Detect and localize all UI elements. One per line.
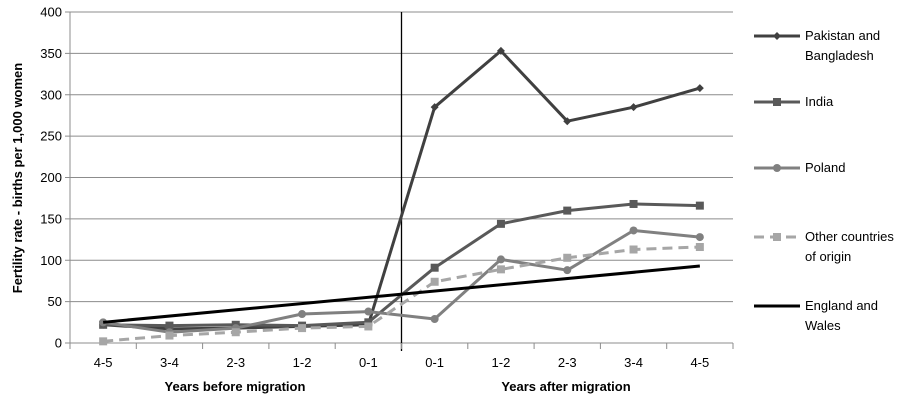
data-point-square [99,337,108,346]
data-point-circle [496,255,505,264]
data-point-square [496,265,505,274]
data-point-square [364,318,373,327]
x-tick-label: 4-5 [690,355,709,370]
data-point-circle [364,307,373,316]
legend-label: India [805,94,834,109]
data-point-square [430,277,439,286]
data-point-circle [298,310,307,319]
data-point-square [231,328,240,337]
x-tick-label: 3-4 [160,355,179,370]
data-point-square [298,324,307,333]
y-tick-label: 350 [40,46,62,61]
legend-entry: India [754,94,834,109]
y-tick-label: 250 [40,129,62,144]
data-point-square [165,331,174,340]
x-tick-label: 2-3 [558,355,577,370]
legend-entry: Pakistan and Bangladesh [754,28,880,63]
x-tick-label: 1-2 [492,355,511,370]
legend: Pakistan and Bangladesh India Poland Other c… [754,28,894,333]
data-point-diamond [629,103,638,112]
data-point-circle [773,164,781,172]
series-group [103,264,700,324]
x-tick-label: 0-1 [359,355,378,370]
x-axis-ticks: 4-5 3-4 2-3 1-2 0-1 0-1 1-2 2-3 3-4 4-5 [69,343,734,370]
y-tick-label: 150 [40,211,62,226]
legend-label: Other countries [805,229,894,244]
data-point-circle [629,226,638,235]
data-point-square [695,243,704,252]
data-point-circle [695,233,704,242]
data-point-square [563,206,572,215]
x-tick-label: 3-4 [624,355,643,370]
data-point-square [165,321,174,330]
x-tick-label: 1-2 [293,355,312,370]
data-point-diamond [695,84,704,93]
data-point-square [430,263,439,272]
data-point-square [695,201,704,210]
series-line [102,229,701,334]
series-group [99,226,704,337]
legend-entry: Other countries of origin [754,229,894,264]
x-tick-label: 2-3 [226,355,245,370]
y-axis-label: Fertility rate - births per 1,000 women [10,63,25,294]
legend-label: Bangladesh [805,48,874,63]
legend-entry: Poland [754,160,845,175]
data-point-square [773,98,781,106]
y-tick-label: 0 [55,336,62,351]
x-group-label-before: Years before migration [165,379,306,394]
legend-label: Wales [805,318,841,333]
y-tick-label: 400 [40,5,62,20]
series-line [103,49,701,331]
legend-label: of origin [805,249,851,264]
legend-label: Poland [805,160,845,175]
legend-entry: England and Wales [754,298,878,333]
y-tick-label: 300 [40,87,62,102]
y-tick-label: 200 [40,170,62,185]
x-tick-label: 4-5 [94,355,113,370]
series-line [103,245,700,343]
data-point-diamond [430,103,439,112]
x-group-label-after: Years after migration [501,379,630,394]
data-point-diamond [563,117,572,126]
y-axis-ticks: 0 50 100 150 200 250 300 350 400 [40,5,70,351]
data-point-square [773,233,781,241]
legend-label: Pakistan and [805,28,880,43]
data-point-square [629,245,638,254]
data-point-square [364,322,373,331]
data-point-diamond [773,32,781,40]
data-point-diamond [496,46,505,55]
legend-label: England and [805,298,878,313]
series-lines [99,46,704,346]
data-point-square [496,219,505,228]
data-point-square [563,253,572,262]
data-point-square [629,199,638,208]
data-point-circle [430,315,439,324]
y-tick-label: 100 [40,253,62,268]
y-tick-label: 50 [48,294,62,309]
series-group [99,243,704,346]
data-point-circle [563,266,572,275]
series-line [103,264,700,324]
x-tick-label: 0-1 [425,355,444,370]
